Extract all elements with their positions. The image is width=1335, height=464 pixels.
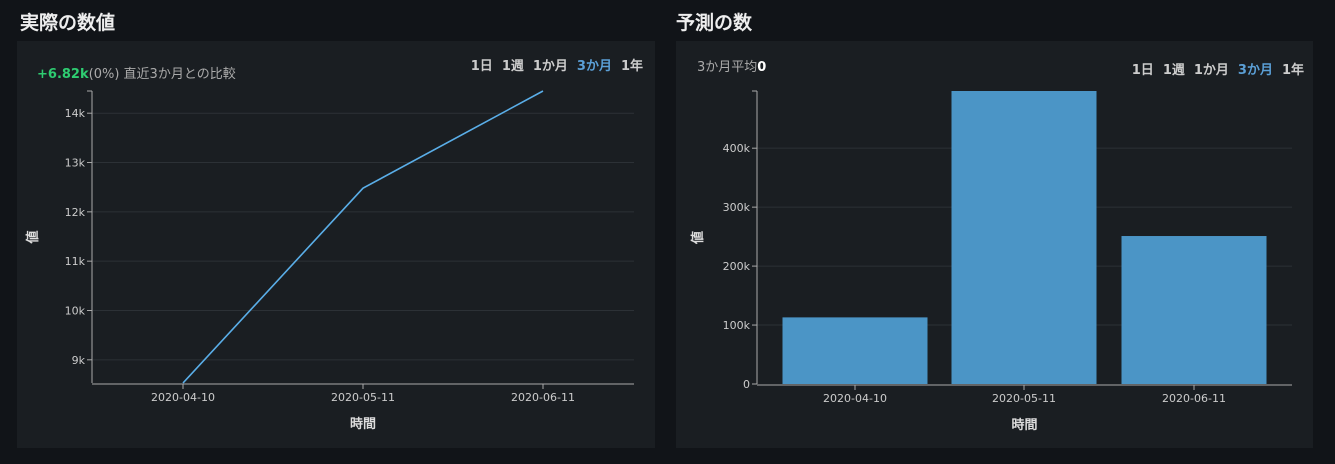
x-tick-label: 2020-05-11 [992,392,1056,405]
bar [782,317,928,384]
y-tick-label: 10k [65,304,86,317]
x-tick-label: 2020-04-10 [823,392,887,405]
range-1d[interactable]: 1日 [470,59,493,74]
range-3m[interactable]: 3か月 [576,59,612,74]
delta-percent: (0%) [88,67,120,82]
predictions-panel: 3か月平均0 1日 1週 1か月 3か月 1年 0 100k 200k 300k 400… [676,41,1313,448]
x-tick-label: 2020-06-11 [1162,392,1226,405]
average-label: 3か月平均 [697,60,758,75]
y-axis-label: 値 [25,230,41,244]
y-tick-label: 100k [723,319,751,332]
range-1y[interactable]: 1年 [1281,63,1304,78]
y-tick-label: 14k [65,107,86,120]
data-line [182,90,544,384]
y-tick-label: 12k [65,206,86,219]
y-tick-label: 11k [65,255,86,268]
actual-values-panel: +6.82k(0%) 直近3か月との比較 1日 1週 1か月 3か月 1年 9k… [17,41,655,448]
bar [1121,236,1267,384]
range-1y[interactable]: 1年 [620,59,643,74]
actual-values-title: 実際の数値 [20,12,116,34]
comparison-summary: +6.82k(0%) 直近3か月との比較 [37,63,236,82]
predictions-title: 予測の数 [676,12,753,34]
range-1m[interactable]: 1か月 [1193,63,1229,78]
y-tick-label: 400k [723,142,751,155]
x-tick-label: 2020-04-10 [151,391,215,404]
range-1m[interactable]: 1か月 [532,59,568,74]
delta-value: +6.82k [37,67,89,82]
average-summary: 3か月平均0 [697,56,766,75]
x-axis-label: 時間 [350,416,376,432]
bar [951,91,1097,384]
line-chart: 9k 10k 11k 12k 13k 14k 2020-04-10 2020-05-11 202… [25,90,634,432]
average-value: 0 [757,60,767,75]
y-tick-label: 300k [723,201,751,214]
y-tick-label: 13k [65,157,86,170]
range-1w[interactable]: 1週 [1162,63,1185,78]
bar-chart: 0 100k 200k 300k 400k 2020-04-10 2020-05-11 202… [690,90,1292,433]
range-1w[interactable]: 1週 [501,59,524,74]
range-1d[interactable]: 1日 [1131,63,1154,78]
x-tick-label: 2020-05-11 [331,391,395,404]
time-range-selector: 1日 1週 1か月 3か月 1年 [1132,59,1304,78]
range-3m[interactable]: 3か月 [1237,63,1273,78]
y-tick-label: 200k [723,260,751,273]
y-tick-label: 0 [743,378,750,391]
x-axis-label: 時間 [1011,417,1037,433]
y-tick-label: 9k [72,354,86,367]
y-axis-label: 値 [690,231,706,245]
comparison-label: 直近3か月との比較 [123,67,236,82]
time-range-selector: 1日 1週 1か月 3か月 1年 [471,55,643,74]
x-tick-label: 2020-06-11 [511,391,575,404]
